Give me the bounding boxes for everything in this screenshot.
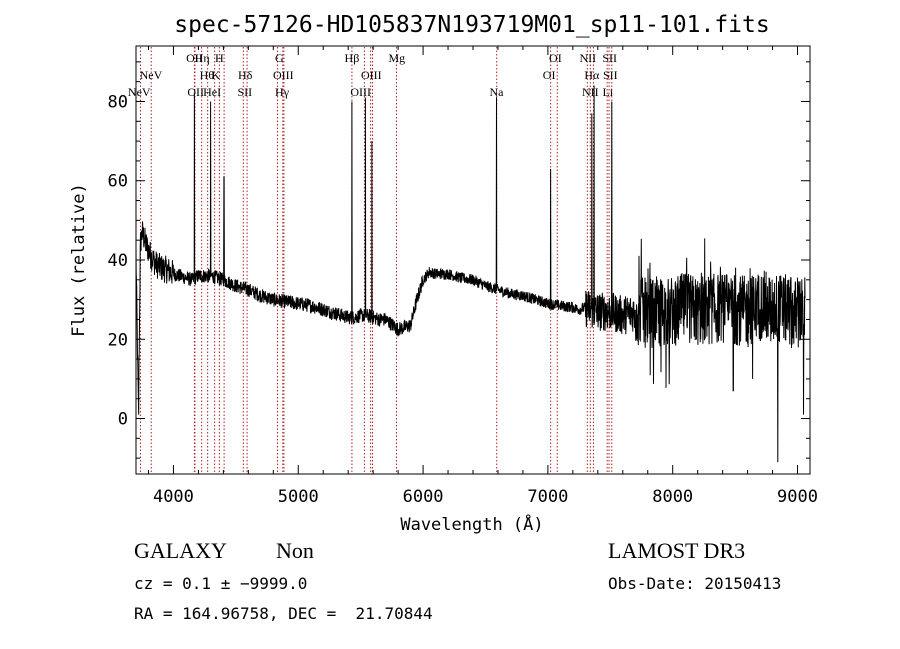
line-marker-label: HeI: [203, 85, 221, 99]
line-marker-label: H: [215, 51, 224, 65]
y-axis-label: Flux (relative): [69, 183, 89, 337]
line-marker-label: OIII: [273, 68, 294, 82]
line-marker-label: G: [275, 51, 284, 65]
observation-date: Obs-Date: 20150413: [608, 574, 782, 593]
line-marker-label: NII: [582, 85, 599, 99]
line-marker-label: OI: [543, 68, 556, 82]
x-tick-label: 4000: [153, 487, 194, 507]
y-tick-label: 80: [108, 92, 128, 112]
line-marker-label: NeV: [128, 85, 151, 99]
x-axis-label: Wavelength (Å): [400, 513, 543, 535]
x-tick-label: 8000: [652, 487, 693, 507]
line-marker-label: OII: [186, 51, 203, 65]
y-axis: 0 20 40 60 80: [108, 61, 810, 459]
x-tick-label: 5000: [278, 487, 319, 507]
line-marker-label: Mg: [389, 51, 406, 65]
y-tick-label: 60: [108, 172, 128, 192]
line-marker-label: Hδ: [238, 68, 253, 82]
line-marker-label: SII: [603, 68, 618, 82]
object-class: GALAXY: [134, 538, 227, 563]
line-marker-label: Hγ: [275, 85, 290, 99]
line-marker-label: SII: [238, 85, 253, 99]
line-marker-label: Hβ: [345, 51, 360, 65]
line-marker-label: NeV: [140, 68, 163, 82]
line-marker-label: OIII: [361, 68, 382, 82]
survey-name: LAMOST DR3: [608, 538, 746, 563]
redshift-cz: cz = 0.1 ± −9999.0: [134, 574, 308, 593]
line-marker-label: Hθ: [200, 68, 215, 82]
y-tick-label: 0: [118, 410, 128, 430]
line-marker-label: Hα: [584, 68, 600, 82]
x-tick-label: 6000: [403, 487, 444, 507]
object-subclass: Non: [276, 538, 314, 563]
line-marker-label: NII: [579, 51, 596, 65]
x-tick-label: 9000: [777, 487, 818, 507]
line-marker-label: Hη: [195, 51, 210, 65]
line-marker-label: OIII: [350, 85, 371, 99]
line-marker-label: SII: [602, 51, 617, 65]
x-tick-label: 7000: [527, 487, 568, 507]
line-marker-label: Na: [489, 85, 504, 99]
spectrum-line: [135, 85, 806, 463]
y-tick-label: 20: [108, 330, 128, 350]
line-marker-label: K: [212, 68, 221, 82]
x-axis: 4000 5000 6000 7000 8000 9000: [147, 46, 818, 507]
chart-title: spec-57126-HD105837N193719M01_sp11-101.f…: [174, 12, 769, 38]
plot-frame: [135, 45, 811, 475]
y-tick-label: 40: [108, 251, 128, 271]
ra-dec: RA = 164.96758, DEC = 21.70844: [134, 604, 433, 623]
line-marker-label: Li: [602, 85, 613, 99]
line-marker-label: OII: [187, 85, 204, 99]
line-marker-label: OI: [549, 51, 562, 65]
